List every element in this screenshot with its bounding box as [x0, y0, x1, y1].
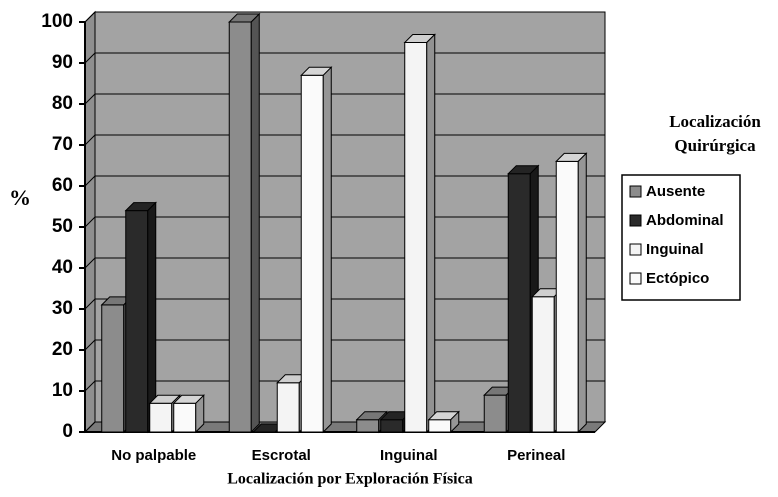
bar — [124, 201, 157, 434]
bar-front — [300, 74, 324, 433]
legend-label: Inguinal — [646, 241, 704, 258]
bar-front — [507, 173, 531, 433]
x-tick-label: No palpable — [111, 447, 196, 464]
bar — [555, 152, 588, 434]
legend-swatch — [629, 214, 642, 227]
legend-swatch — [629, 185, 642, 198]
legend-label: Ausente — [646, 183, 705, 200]
bar-front — [404, 42, 428, 433]
y-tick-label: 100 — [41, 11, 73, 32]
y-tick-label: 0 — [62, 421, 73, 442]
x-tick-label: Perineal — [507, 447, 565, 464]
bar-front — [356, 419, 380, 433]
bar-front — [483, 394, 507, 433]
y-tick-label: 10 — [52, 380, 73, 401]
bar-front — [149, 402, 173, 433]
legend-swatch — [629, 243, 642, 256]
grid-line-side — [84, 339, 96, 351]
bar — [507, 164, 540, 434]
bar — [172, 394, 205, 434]
x-axis-title: Localización por Exploración Física — [227, 471, 472, 488]
bar-side — [450, 410, 460, 434]
grid-line-side — [84, 11, 96, 23]
bar — [300, 66, 333, 434]
y-tick-label: 70 — [52, 134, 73, 155]
bar-side — [426, 33, 436, 434]
bar-front — [428, 419, 452, 433]
grid-line-side — [84, 216, 96, 228]
bar-front — [125, 210, 149, 433]
y-tick-label: 60 — [52, 175, 73, 196]
bar-side — [147, 201, 157, 434]
grid-line-side — [84, 93, 96, 105]
grid-line-side — [84, 380, 96, 392]
y-tick-label: 50 — [52, 216, 73, 237]
bar-front — [101, 304, 125, 433]
legend-box — [621, 174, 741, 301]
grid-line-side — [84, 421, 96, 433]
bar — [403, 33, 436, 434]
bar-side — [195, 394, 205, 434]
bar — [228, 12, 261, 434]
bar-front — [380, 419, 404, 433]
bar — [427, 410, 460, 434]
grid-line-side — [84, 298, 96, 310]
legend-label: Abdominal — [646, 212, 724, 229]
y-tick-label: 40 — [52, 257, 73, 278]
legend-swatch — [629, 272, 642, 285]
legend-label: Ectópico — [646, 270, 709, 287]
grid-line-side — [84, 134, 96, 146]
bar-front — [531, 296, 555, 433]
bar-front — [228, 21, 252, 433]
bar-side — [577, 152, 587, 434]
bar-front — [555, 160, 579, 433]
grid-line-side — [84, 257, 96, 269]
y-tick-label: 80 — [52, 93, 73, 114]
bar-front — [276, 382, 300, 433]
x-tick-label: Escrotal — [252, 447, 311, 464]
grid-line-side — [84, 52, 96, 64]
bar-front — [173, 402, 197, 433]
y-axis-title: % — [9, 185, 31, 210]
x-tick-label: Inguinal — [380, 447, 438, 464]
grid-line-side — [84, 175, 96, 187]
y-tick-label: 90 — [52, 52, 73, 73]
bar-side — [322, 66, 332, 434]
y-tick-label: 20 — [52, 339, 73, 360]
bar-side — [250, 12, 260, 434]
y-tick-label: 30 — [52, 298, 73, 319]
legend-title: Localización Quirúrgica — [669, 112, 761, 155]
